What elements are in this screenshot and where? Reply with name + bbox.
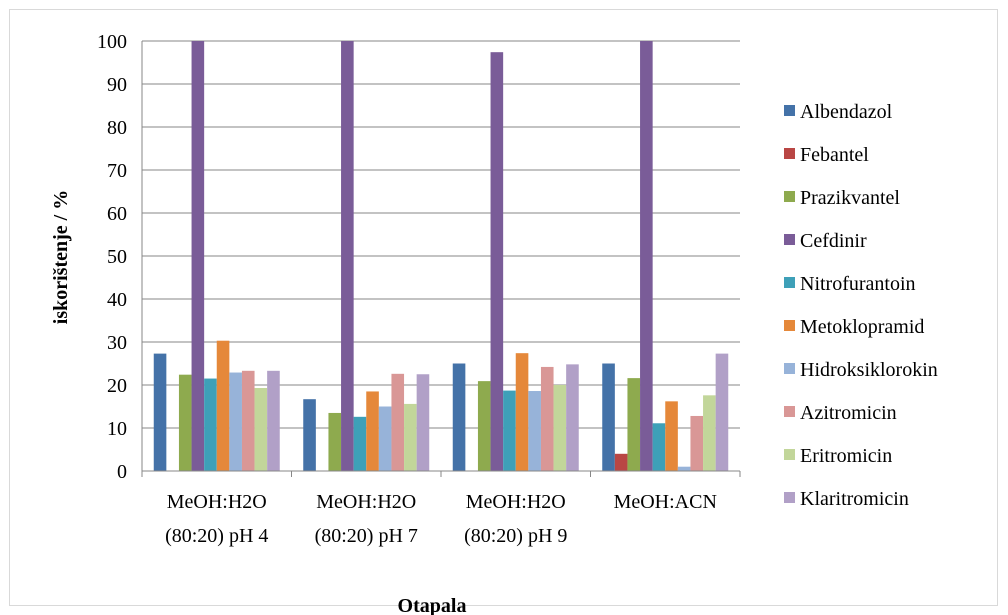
legend-swatch — [784, 191, 795, 202]
bar-hidroksiklorokin — [528, 391, 541, 471]
y-tick-label: 90 — [107, 74, 127, 96]
bar-nitrofurantoin — [652, 423, 666, 471]
legend-swatch — [784, 234, 795, 245]
bar-klaritromicin — [715, 353, 729, 471]
bar-albendazol — [452, 363, 466, 471]
y-tick-label: 10 — [107, 418, 127, 440]
y-tick-labels: 0 10 20 30 40 50 60 70 80 90 100 — [97, 31, 127, 483]
bar-prazikvantel — [477, 381, 491, 471]
bar-metoklopramid — [515, 353, 529, 471]
y-tick-label: 100 — [97, 31, 127, 53]
legend-label: Klaritromicin — [800, 488, 909, 510]
legend-label: Azitromicin — [800, 402, 897, 424]
y-tick-label: 80 — [107, 117, 127, 139]
bar-prazikvantel — [627, 378, 641, 471]
y-axis-title: iskorištenje / % — [50, 190, 72, 324]
legend-label: Eritromicin — [800, 445, 892, 467]
legend-label: Febantel — [800, 144, 869, 166]
x-tick-label: MeOH:H2O — [316, 491, 416, 513]
x-tick-label: (80:20) pH 9 — [464, 525, 567, 547]
bar-hidroksiklorokin — [378, 406, 392, 471]
bar-cefdinir — [490, 52, 504, 472]
x-tick-label: MeOH:H2O — [466, 491, 566, 513]
legend-label: Metoklopramid — [800, 316, 924, 338]
bar-metoklopramid — [665, 401, 678, 471]
bar-cefdinir — [191, 41, 205, 471]
bar-metoklopramid — [366, 391, 379, 471]
legend-swatch — [784, 406, 795, 417]
legend-swatch — [784, 320, 795, 331]
bar-eritromicin — [254, 388, 268, 471]
x-axis-title: Otapala — [398, 595, 467, 615]
y-tick-label: 50 — [107, 246, 127, 268]
bar-nitrofurantoin — [503, 390, 516, 471]
legend: Albendazol Febantel Prazikvantel Cefdinir Ni… — [784, 101, 938, 510]
legend-swatch — [784, 148, 795, 159]
y-tick-label: 60 — [107, 203, 127, 225]
bar-nitrofurantoin — [204, 378, 217, 471]
legend-label: Prazikvantel — [800, 187, 900, 209]
legend-label: Nitrofurantoin — [800, 273, 916, 295]
bar-albendazol — [303, 399, 316, 471]
legend-swatch — [784, 492, 795, 503]
y-tick-label: 20 — [107, 375, 127, 397]
bar-hidroksiklorokin — [677, 466, 691, 471]
legend-label: Hidroksiklorokin — [800, 359, 938, 381]
legend-swatch — [784, 449, 795, 460]
bar-hidroksiklorokin — [229, 372, 242, 471]
x-tick-label: MeOH:ACN — [614, 491, 717, 513]
bars — [153, 41, 729, 472]
axes — [141, 41, 741, 477]
bar-azitromicin — [540, 366, 554, 471]
bar-klaritromicin — [416, 374, 430, 471]
bar-albendazol — [153, 353, 167, 471]
y-tick-label: 40 — [107, 289, 127, 311]
legend-swatch — [784, 363, 795, 374]
bar-febantel — [614, 453, 628, 471]
x-tick-label: MeOH:H2O — [167, 491, 267, 513]
chart-frame — [9, 9, 998, 606]
bar-azitromicin — [241, 370, 255, 471]
legend-label: Albendazol — [800, 101, 893, 123]
bar-cefdinir — [640, 41, 653, 471]
y-tick-label: 0 — [117, 461, 127, 483]
bar-klaritromicin — [566, 364, 579, 471]
bar-eritromicin — [404, 403, 417, 471]
bar-eritromicin — [703, 395, 716, 471]
legend-swatch — [784, 277, 795, 288]
bar-azitromicin — [391, 373, 405, 471]
bar-prazikvantel — [178, 374, 192, 471]
bar-azitromicin — [690, 415, 704, 471]
legend-label: Cefdinir — [800, 230, 867, 252]
legend-swatch — [784, 105, 795, 116]
x-tick-label: (80:20) pH 7 — [315, 525, 418, 547]
bar-prazikvantel — [328, 412, 342, 471]
bar-metoklopramid — [216, 340, 230, 471]
bar-albendazol — [602, 363, 615, 471]
x-tick-label: (80:20) pH 4 — [165, 525, 268, 547]
bar-klaritromicin — [267, 370, 280, 471]
bar-cefdinir — [341, 41, 354, 471]
y-tick-label: 30 — [107, 332, 127, 354]
bar-eritromicin — [553, 385, 567, 471]
bar-nitrofurantoin — [353, 416, 367, 471]
x-tick-labels: MeOH:H2O (80:20) pH 4 MeOH:H2O (80:20) pH 7… — [165, 491, 717, 547]
y-tick-label: 70 — [107, 160, 127, 182]
